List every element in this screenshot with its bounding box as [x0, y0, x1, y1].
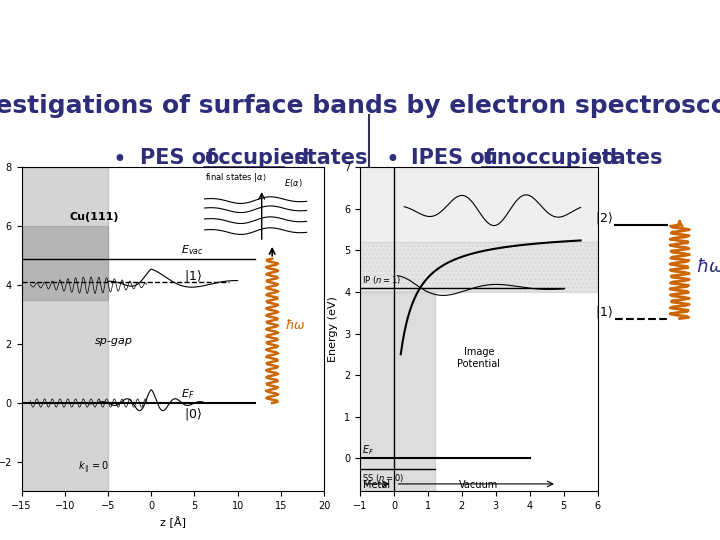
Text: states: states	[582, 148, 662, 168]
Text: $E(\alpha)$: $E(\alpha)$	[284, 177, 302, 188]
Bar	[360, 159, 598, 242]
Text: occupied: occupied	[204, 148, 310, 168]
Text: $E_F$: $E_F$	[181, 387, 195, 401]
Bar	[22, 226, 108, 300]
Text: Vacuum: Vacuum	[459, 480, 498, 490]
Text: SS $(n=0)$: SS $(n=0)$	[361, 472, 404, 484]
X-axis label: z [Å]: z [Å]	[160, 517, 186, 529]
Text: $|1\rangle$: $|1\rangle$	[184, 268, 202, 284]
Y-axis label: Energy (eV): Energy (eV)	[328, 296, 338, 362]
Bar	[22, 167, 108, 491]
Text: $\hbar\omega$: $\hbar\omega$	[696, 258, 720, 276]
Text: Metal: Metal	[364, 480, 390, 490]
Text: Image
Potential: Image Potential	[457, 347, 500, 369]
Text: unoccupied: unoccupied	[482, 148, 617, 168]
Text: sp-gap: sp-gap	[95, 336, 133, 346]
Text: Cu(111): Cu(111)	[69, 212, 119, 222]
Bar	[360, 242, 598, 292]
Text: •: •	[386, 148, 400, 172]
Text: •: •	[112, 148, 126, 172]
Text: $E_{vac}$: $E_{vac}$	[181, 243, 204, 256]
Text: IP $(n=1)$: IP $(n=1)$	[361, 274, 400, 286]
Text: PES of: PES of	[140, 148, 222, 168]
Text: states: states	[287, 148, 367, 168]
Text: Investigations of surface bands by electron spectroscopies: Investigations of surface bands by elect…	[0, 94, 720, 118]
Text: $E_F$: $E_F$	[361, 443, 374, 457]
Text: final states $|\alpha\rangle$: final states $|\alpha\rangle$	[204, 171, 266, 184]
Text: $|2\rangle$: $|2\rangle$	[595, 210, 613, 226]
Bar	[360, 292, 435, 491]
Text: $|1\rangle$: $|1\rangle$	[595, 303, 613, 320]
Text: $|0\rangle$: $|0\rangle$	[184, 406, 202, 422]
Text: $k_{\parallel}=0$: $k_{\parallel}=0$	[78, 460, 109, 476]
Text: IPES of: IPES of	[411, 148, 501, 168]
Text: $\hbar\omega$: $\hbar\omega$	[285, 319, 306, 333]
